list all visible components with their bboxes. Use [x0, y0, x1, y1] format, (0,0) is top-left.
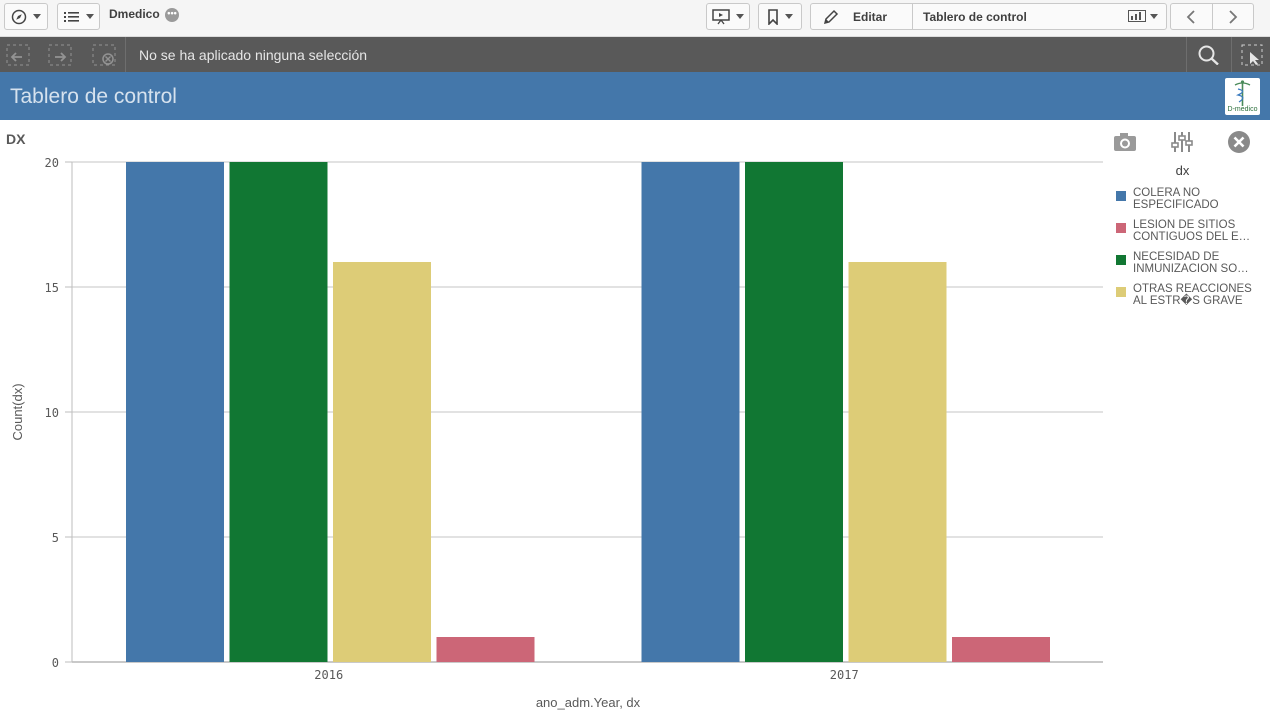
- y-tick-label: 0: [52, 656, 59, 670]
- bookmark-icon: [768, 8, 778, 25]
- y-tick-label: 10: [45, 406, 59, 420]
- step-forward-icon[interactable]: [48, 44, 72, 66]
- legend-swatch: [1116, 191, 1126, 201]
- camera-icon[interactable]: [1113, 130, 1137, 154]
- legend-label: LESION DE SITIOS CONTIGUOS DEL E…: [1133, 219, 1251, 243]
- close-icon[interactable]: [1227, 130, 1251, 154]
- bar: [126, 162, 224, 662]
- selection-status: No se ha aplicado ninguna selección: [139, 47, 368, 63]
- app-logo: D-medico: [1225, 78, 1260, 115]
- bar: [333, 262, 431, 662]
- chevron-down-icon: [85, 14, 94, 19]
- legend-item[interactable]: OTRAS REACCIONES AL ESTR�S GRAVE: [1110, 283, 1265, 307]
- list-icon: [63, 11, 79, 22]
- y-axis-label: Count(dx): [10, 383, 25, 440]
- story-button[interactable]: [706, 3, 750, 30]
- y-tick-label: 15: [45, 281, 59, 295]
- sheet-selector-label: Tablero de control: [923, 9, 1027, 24]
- edit-button-label: Editar: [853, 9, 888, 24]
- legend-item[interactable]: LESION DE SITIOS CONTIGUOS DEL E…: [1110, 219, 1265, 243]
- legend-label: COLERA NO ESPECIFICADO: [1133, 187, 1219, 211]
- legend-swatch: [1116, 255, 1126, 265]
- logo-text: D-medico: [1227, 106, 1258, 113]
- legend-label: OTRAS REACCIONES AL ESTR�S GRAVE: [1133, 283, 1252, 307]
- x-axis-label: ano_adm.Year, dx: [536, 695, 641, 710]
- y-tick-label: 20: [45, 156, 59, 170]
- legend-label: NECESIDAD DE INMUNIZACION SO…: [1133, 251, 1249, 275]
- bar: [229, 162, 328, 662]
- edit-button[interactable]: Editar: [811, 4, 913, 29]
- navigation-menu-button[interactable]: [4, 3, 48, 30]
- sheet-title: Tablero de control: [10, 85, 177, 108]
- caduceus-icon: [1234, 80, 1251, 106]
- bookmark-button[interactable]: [758, 3, 802, 30]
- clear-selections-icon[interactable]: [92, 44, 116, 66]
- bar: [848, 262, 947, 662]
- sheet-navigation: [1170, 3, 1254, 30]
- next-sheet-button[interactable]: [1213, 4, 1254, 29]
- chevron-down-icon: [736, 14, 744, 19]
- chevron-right-icon: [1229, 9, 1238, 24]
- sheet-selector[interactable]: Tablero de control: [914, 4, 1166, 29]
- search-icon[interactable]: [1198, 45, 1220, 65]
- compass-icon: [11, 9, 27, 24]
- selection-bar: No se ha aplicado ninguna selección: [0, 37, 1270, 72]
- top-toolbar: Dmedico ••• Editar Tablero de control: [0, 0, 1270, 37]
- bar: [952, 637, 1050, 662]
- legend-item[interactable]: NECESIDAD DE INMUNIZACION SO…: [1110, 251, 1265, 275]
- chevron-left-icon: [1186, 9, 1195, 24]
- bar: [745, 162, 843, 662]
- pencil-icon: [823, 9, 839, 24]
- bar: [641, 162, 740, 662]
- step-back-icon[interactable]: [6, 44, 30, 66]
- selections-tool-icon[interactable]: [1241, 44, 1263, 66]
- more-options-icon[interactable]: •••: [165, 7, 180, 22]
- presentation-icon: [712, 8, 730, 24]
- sheet-header: Tablero de control D-medico: [0, 72, 1270, 120]
- chart-legend: dx COLERA NO ESPECIFICADO LESION DE SITIO…: [1110, 163, 1265, 315]
- exploration-menu-icon[interactable]: [1170, 130, 1194, 154]
- chart-title: DX: [6, 131, 26, 147]
- app-name-label: Dmedico: [109, 7, 160, 21]
- x-tick-label: 2016: [314, 668, 343, 682]
- y-tick-label: 5: [52, 531, 59, 545]
- sheet-grid-icon: [1128, 10, 1146, 22]
- global-menu-button[interactable]: [57, 3, 100, 30]
- legend-swatch: [1116, 223, 1126, 233]
- legend-title: dx: [1175, 163, 1190, 178]
- legend-swatch: [1116, 287, 1126, 297]
- edit-sheet-group: Editar Tablero de control: [810, 3, 1167, 30]
- chevron-down-icon: [1150, 13, 1158, 19]
- x-tick-label: 2017: [830, 668, 859, 682]
- chevron-down-icon: [33, 14, 41, 19]
- previous-sheet-button[interactable]: [1171, 4, 1213, 29]
- legend-item[interactable]: COLERA NO ESPECIFICADO: [1110, 187, 1265, 211]
- chevron-down-icon: [785, 14, 793, 19]
- bar: [436, 637, 535, 662]
- app-name: Dmedico •••: [109, 7, 180, 22]
- bar-chart: 0 5 10 15 20 2016 2017 ano_adm.Year, dx Count(dx…: [10, 156, 1103, 710]
